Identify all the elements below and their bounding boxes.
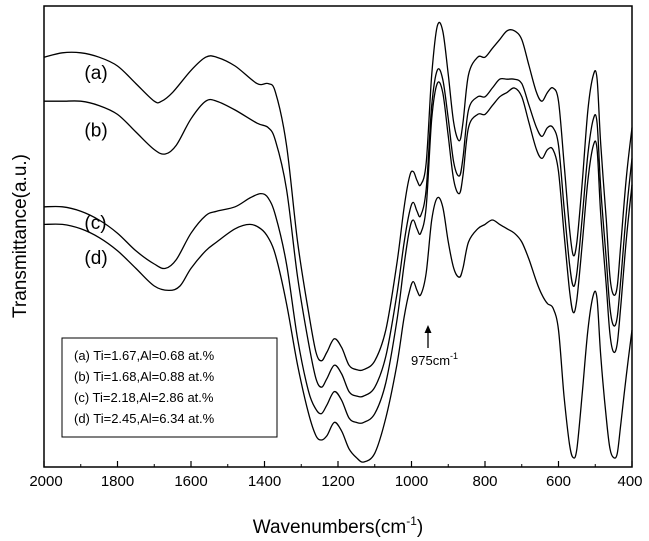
x-tick-label-1800: 1800	[101, 473, 134, 490]
legend-box	[61, 337, 278, 438]
x-tick-label-1600: 1600	[174, 473, 207, 490]
arrow-up-icon	[424, 325, 432, 333]
x-tick-label-2000: 2000	[29, 473, 62, 490]
curve-label-c: (c)	[84, 213, 106, 234]
series-line-a	[43, 21, 633, 372]
annotation-label: 975cm	[411, 353, 450, 368]
x-ticks: 2000 1800 1600 1400 1200 1000 800 600 400	[29, 461, 643, 490]
x-tick-label-1200: 1200	[321, 473, 354, 490]
x-tick-label-1400: 1400	[248, 473, 281, 490]
series-line-c	[43, 81, 633, 424]
legend-entry-a: (a) Ti=1.67,Al=0.68 at.%	[74, 348, 215, 363]
curve-labels: (a) (b) (c) (d)	[84, 63, 107, 269]
annotation-text: 975cm-1	[411, 351, 458, 368]
series-line-d	[43, 196, 633, 463]
y-axis-title: Transmittance(a.u.)	[10, 154, 31, 318]
x-axis-title-superscript: -1	[406, 514, 417, 528]
series-line-b	[43, 68, 633, 398]
x-tick-label-800: 800	[472, 473, 497, 490]
legend-entry-b: (b) Ti=1.68,Al=0.88 at.%	[74, 369, 215, 384]
x-tick-label-1000: 1000	[395, 473, 428, 490]
x-axis-title: Wavenumbers(cm-1)	[253, 514, 423, 538]
x-tick-label-600: 600	[546, 473, 571, 490]
annotation-975: 975cm-1	[411, 325, 458, 368]
x-axis-title-main: Wavenumbers(cm	[253, 517, 406, 538]
legend-entry-c: (c) Ti=2.18,Al=2.86 at.%	[74, 390, 214, 405]
curve-label-b: (b)	[84, 120, 107, 141]
annotation-superscript: -1	[450, 351, 458, 361]
x-axis-title-close: )	[417, 517, 423, 538]
legend-entry-d: (d) Ti=2.45,Al=6.34 at.%	[74, 411, 215, 426]
curve-label-a: (a)	[84, 63, 107, 84]
series-group	[43, 21, 633, 463]
x-tick-label-400: 400	[617, 473, 642, 490]
curve-label-d: (d)	[84, 248, 107, 269]
legend: (a) Ti=1.67,Al=0.68 at.% (b) Ti=1.68,Al=…	[61, 337, 278, 438]
